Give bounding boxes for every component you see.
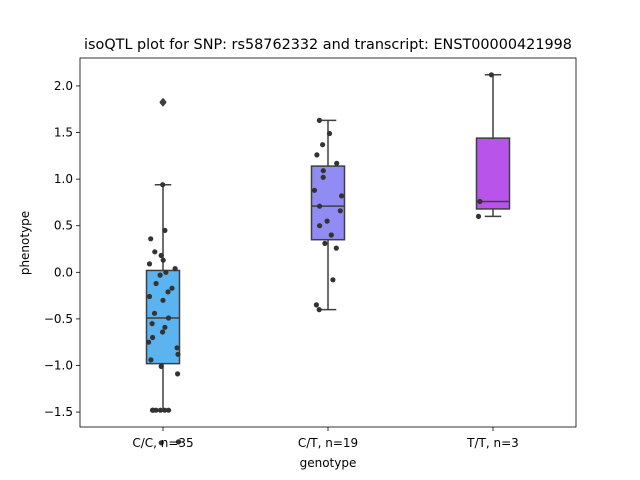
y-tick-label: −1.5	[44, 405, 73, 419]
x-tick-label: C/C, n=35	[132, 436, 193, 450]
outlier-marker	[159, 97, 167, 106]
data-point	[160, 297, 166, 303]
data-point	[153, 280, 159, 287]
data-point	[148, 357, 154, 363]
data-point	[162, 407, 168, 413]
chart-marks	[145, 72, 511, 446]
x-tick-label: T/T, n=3	[466, 436, 519, 450]
data-point	[328, 232, 334, 238]
y-tick-label: −0.5	[44, 312, 73, 326]
data-point	[151, 310, 158, 316]
data-point	[163, 269, 169, 275]
data-point	[488, 72, 494, 78]
data-point	[175, 351, 181, 357]
data-point	[475, 213, 482, 219]
data-point	[326, 130, 333, 137]
data-point	[333, 245, 339, 251]
data-point	[172, 266, 178, 272]
data-point	[160, 182, 166, 188]
data-point	[320, 174, 326, 180]
data-point	[158, 440, 164, 446]
y-tick-label: −1.0	[44, 359, 73, 373]
data-point	[477, 198, 483, 205]
data-point	[174, 345, 180, 351]
y-tick-label: 1.5	[54, 126, 73, 140]
data-point	[324, 218, 330, 224]
data-point	[320, 142, 326, 148]
data-point	[165, 289, 171, 295]
y-tick-label: 1.0	[54, 172, 73, 186]
chart-title: isoQTL plot for SNP: rs58762332 and tran…	[84, 37, 572, 53]
data-point	[165, 407, 172, 413]
data-point	[162, 324, 168, 330]
data-point	[314, 152, 320, 158]
data-point	[146, 293, 153, 300]
data-point	[157, 272, 163, 278]
y-tick-label: 0.5	[54, 219, 73, 233]
data-point	[157, 407, 163, 413]
data-point	[317, 223, 323, 229]
x-axis-label: genotype	[300, 456, 357, 470]
data-point	[339, 193, 345, 199]
data-point	[152, 249, 158, 255]
y-tick-label: 2.0	[54, 79, 73, 93]
data-point	[330, 277, 336, 283]
data-point	[162, 227, 168, 233]
y-tick-label: 0.0	[54, 265, 73, 279]
data-point	[146, 261, 153, 267]
data-point	[316, 307, 322, 313]
data-point	[160, 329, 166, 335]
data-point	[149, 407, 156, 413]
x-tick-label: C/T, n=19	[298, 436, 358, 450]
data-point	[311, 187, 318, 193]
data-point	[146, 339, 152, 345]
data-point	[316, 117, 322, 123]
data-point	[175, 371, 181, 377]
box-group	[145, 97, 182, 446]
iqr-box	[310, 165, 346, 241]
box-group	[310, 117, 346, 313]
data-point	[320, 168, 326, 174]
data-point	[160, 257, 166, 263]
data-point	[322, 240, 328, 246]
box-group	[475, 72, 511, 219]
data-point	[148, 236, 154, 242]
data-point	[334, 160, 340, 166]
data-point	[313, 302, 319, 308]
data-point	[175, 439, 182, 445]
y-axis-label: phenotype	[18, 211, 32, 275]
data-point	[150, 334, 156, 341]
data-point	[317, 203, 323, 209]
data-point	[158, 252, 164, 259]
data-point	[337, 208, 343, 214]
data-point	[169, 285, 175, 291]
iqr-box	[475, 137, 511, 210]
data-point	[158, 363, 164, 369]
chart-axes: C/C, n=35 C/T, n=19 T/T, n=3 −1.5 −1.0 −0.5 0.…	[44, 79, 519, 450]
iqr-box	[145, 269, 181, 365]
data-point	[149, 321, 155, 327]
data-point	[165, 315, 172, 321]
